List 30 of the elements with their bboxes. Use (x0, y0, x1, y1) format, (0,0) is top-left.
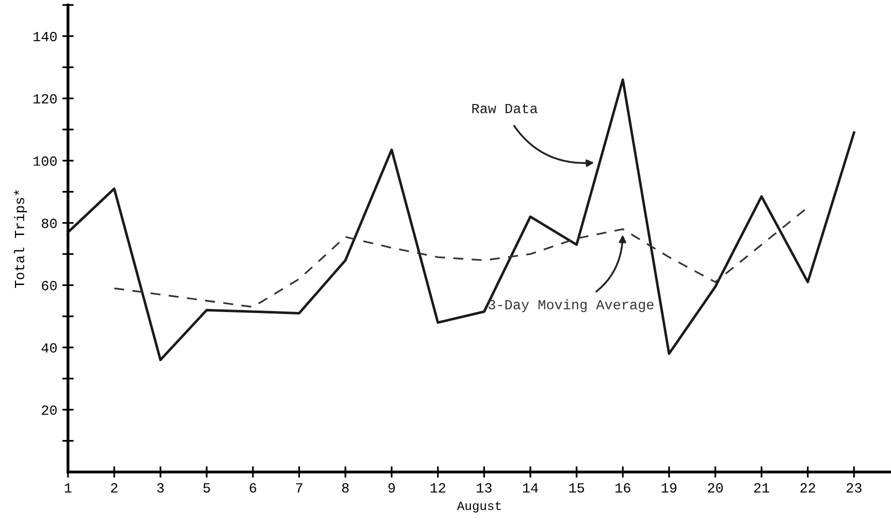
y-tick-label: 40 (42, 343, 57, 353)
x-tick-label: 22 (800, 483, 816, 492)
text: Raw Data (472, 104, 538, 114)
x-tick-label: 12 (430, 483, 446, 492)
x-tick-label: 23 (846, 483, 862, 493)
y-tick-label: 100 (34, 156, 57, 166)
y-axis-title: Total Trips* (14, 190, 28, 288)
text: 3-Day Moving Average (488, 299, 654, 312)
x-axis-title: August (456, 502, 501, 513)
x-tick-label: 1 (64, 483, 72, 492)
y-tick-label: 60 (42, 280, 57, 290)
x-tick-label: 14 (523, 483, 538, 492)
y-tick-label: 20 (42, 405, 57, 415)
x-tick-label: 3 (157, 483, 164, 493)
x-tick-label: 16 (615, 483, 630, 493)
x-tick-label: 13 (476, 483, 492, 493)
x-tick-label: 6 (250, 483, 256, 493)
x-tick-label: 8 (342, 483, 349, 493)
x-tick-label: 15 (569, 483, 584, 493)
y-tick-label: 140 (34, 32, 57, 42)
x-tick-label: 7 (296, 483, 302, 492)
x-tick-label: 5 (203, 483, 210, 493)
x-tick-label: 2 (111, 483, 118, 492)
x-tick-label: 20 (708, 483, 723, 493)
y-tick-label: 80 (42, 218, 57, 228)
y-tick-label: 120 (34, 94, 57, 104)
x-tick-label: 21 (754, 483, 770, 492)
x-tick-label: 19 (662, 483, 676, 493)
line-series (68, 78, 856, 362)
x-tick-label: 9 (388, 483, 395, 493)
